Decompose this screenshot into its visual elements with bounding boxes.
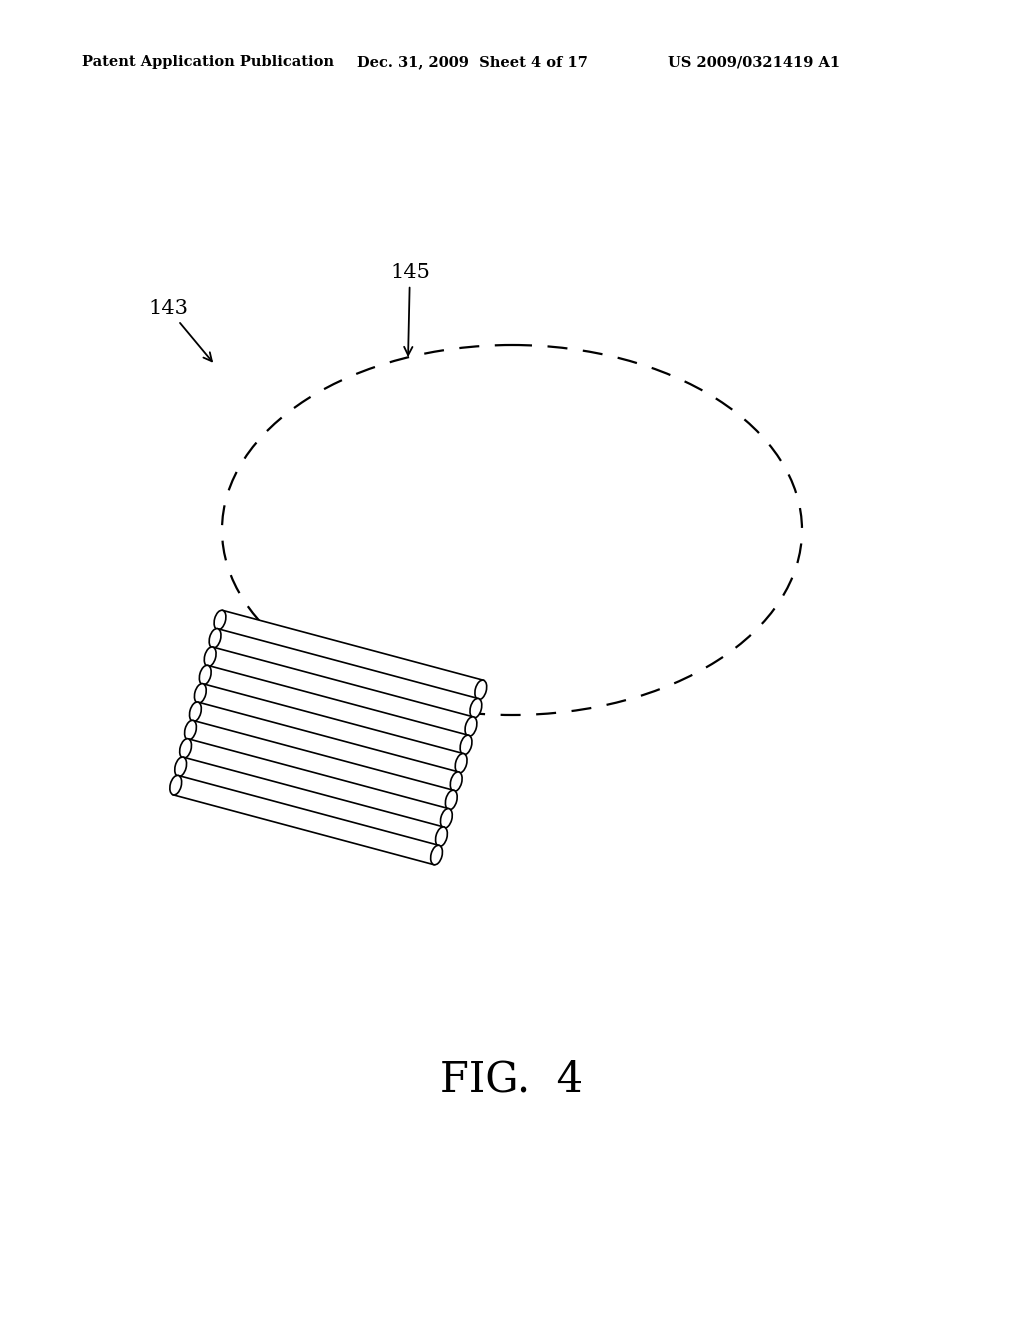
Ellipse shape: [195, 684, 206, 704]
Polygon shape: [193, 702, 459, 791]
Polygon shape: [203, 665, 469, 755]
Ellipse shape: [465, 717, 477, 737]
Ellipse shape: [456, 754, 467, 774]
Polygon shape: [173, 776, 439, 865]
Text: Dec. 31, 2009  Sheet 4 of 17: Dec. 31, 2009 Sheet 4 of 17: [357, 55, 588, 69]
Ellipse shape: [200, 665, 211, 685]
Ellipse shape: [431, 845, 442, 865]
Ellipse shape: [435, 826, 447, 846]
Text: 145: 145: [390, 263, 430, 355]
Ellipse shape: [470, 698, 481, 718]
Polygon shape: [208, 647, 473, 737]
Ellipse shape: [460, 735, 472, 755]
Ellipse shape: [170, 775, 181, 795]
Polygon shape: [213, 628, 478, 718]
Ellipse shape: [214, 610, 226, 630]
Ellipse shape: [175, 758, 186, 776]
Polygon shape: [188, 721, 454, 809]
Ellipse shape: [451, 772, 462, 792]
Text: FIG.  4: FIG. 4: [440, 1059, 584, 1101]
Ellipse shape: [204, 647, 216, 667]
Ellipse shape: [179, 739, 191, 758]
Polygon shape: [198, 684, 464, 774]
Ellipse shape: [440, 809, 453, 828]
Polygon shape: [183, 739, 449, 828]
Ellipse shape: [475, 680, 486, 700]
Text: Patent Application Publication: Patent Application Publication: [82, 55, 334, 69]
Polygon shape: [178, 758, 444, 846]
Polygon shape: [217, 610, 483, 700]
Ellipse shape: [445, 791, 457, 809]
Ellipse shape: [209, 628, 221, 648]
Text: 143: 143: [148, 300, 212, 362]
Text: US 2009/0321419 A1: US 2009/0321419 A1: [668, 55, 840, 69]
Ellipse shape: [189, 702, 202, 722]
Ellipse shape: [184, 721, 197, 741]
